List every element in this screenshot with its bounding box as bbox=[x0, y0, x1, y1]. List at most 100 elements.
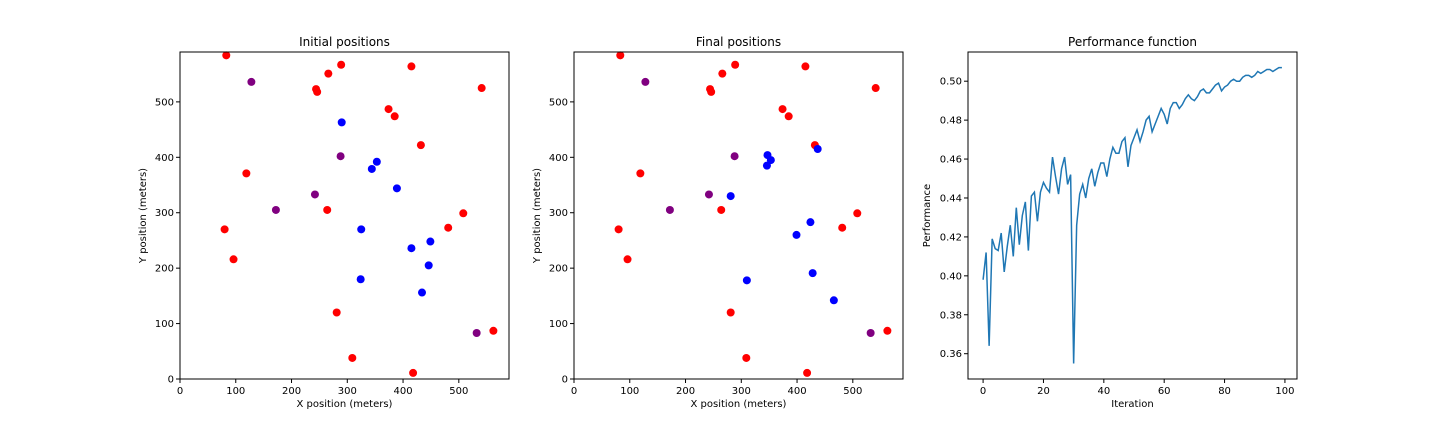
performance-y-axis-label: Performance bbox=[922, 184, 933, 247]
point-red-19 bbox=[323, 205, 332, 214]
y-tick-label: 0.36 bbox=[940, 349, 962, 360]
point-red-7 bbox=[871, 84, 880, 93]
initial-positions-x-axis-label: X position (meters) bbox=[297, 399, 393, 410]
point-red-9 bbox=[784, 112, 793, 121]
point-red-32 bbox=[883, 326, 892, 335]
point-red-4 bbox=[324, 69, 333, 78]
initial-positions-plot-frame bbox=[179, 51, 510, 380]
point-blue-29 bbox=[829, 296, 838, 305]
x-tick-label: 100 bbox=[1275, 386, 1294, 397]
y-tick-label: 500 bbox=[549, 97, 568, 108]
point-purple-31 bbox=[472, 328, 481, 337]
point-red-33 bbox=[742, 353, 751, 362]
x-tick-label: 400 bbox=[788, 386, 807, 397]
y-tick-label: 200 bbox=[549, 264, 568, 275]
y-tick-label: 0.38 bbox=[940, 310, 962, 321]
point-red-23 bbox=[444, 223, 453, 232]
point-red-21 bbox=[220, 225, 229, 234]
y-tick-label: 0.40 bbox=[940, 271, 962, 282]
initial-positions-title: Initial positions bbox=[299, 35, 390, 49]
point-blue-28 bbox=[742, 276, 751, 285]
performance-line bbox=[982, 66, 1282, 364]
performance-function-panel: 0 20 40 60 80 100 0.36 0.38 0.40 0.42 0.44 0.46 0.48… bbox=[922, 35, 1298, 410]
performance-plot-frame bbox=[967, 51, 1298, 380]
final-positions-scatter-points bbox=[614, 51, 892, 377]
x-tick-label: 200 bbox=[676, 386, 695, 397]
point-blue-18 bbox=[726, 192, 735, 201]
point-red-32 bbox=[489, 326, 498, 335]
x-tick-label: 20 bbox=[1037, 386, 1050, 397]
point-blue-25 bbox=[792, 230, 801, 239]
final-positions-plot-frame bbox=[573, 51, 904, 380]
y-tick-label: 500 bbox=[155, 97, 174, 108]
point-red-15 bbox=[242, 169, 251, 178]
point-blue-28 bbox=[356, 275, 365, 284]
point-blue-22 bbox=[357, 225, 366, 234]
point-blue-24 bbox=[426, 237, 435, 246]
initial-positions-panel: 0 100 200 300 400 500 0 100 200 300 400 500 Initial… bbox=[138, 35, 510, 410]
y-tick-label: 100 bbox=[549, 319, 568, 330]
initial-positions-scatter-points bbox=[220, 51, 498, 377]
y-tick-label: 400 bbox=[155, 153, 174, 164]
point-red-0 bbox=[616, 51, 625, 60]
performance-function-title: Performance function bbox=[1068, 35, 1197, 49]
point-red-33 bbox=[348, 353, 357, 362]
x-tick-label: 100 bbox=[226, 386, 245, 397]
point-blue-27 bbox=[424, 261, 433, 270]
point-red-30 bbox=[726, 308, 735, 317]
x-tick-label: 300 bbox=[338, 386, 357, 397]
point-red-34 bbox=[409, 368, 418, 377]
point-red-3 bbox=[313, 87, 322, 96]
point-red-8 bbox=[778, 105, 787, 114]
point-red-16 bbox=[636, 169, 645, 178]
final-positions-panel: 0 100 200 300 400 500 0 100 200 300 400 500 Final p… bbox=[532, 35, 904, 410]
x-tick-label: 300 bbox=[732, 386, 751, 397]
point-purple-19 bbox=[665, 205, 674, 214]
point-blue-22 bbox=[806, 218, 815, 227]
initial-positions-axis-ticks: 0 100 200 300 400 500 0 100 200 300 400 500 bbox=[155, 97, 468, 397]
point-red-26 bbox=[623, 255, 632, 264]
point-purple-18 bbox=[271, 205, 280, 214]
final-positions-y-axis-label: Y position (meters) bbox=[532, 168, 543, 264]
initial-positions-y-axis-label: Y position (meters) bbox=[138, 168, 149, 264]
point-red-20 bbox=[717, 205, 726, 214]
x-tick-label: 60 bbox=[1158, 386, 1171, 397]
final-positions-title: Final positions bbox=[696, 35, 781, 49]
point-blue-25 bbox=[407, 244, 416, 253]
x-tick-label: 0 bbox=[571, 386, 577, 397]
y-tick-label: 200 bbox=[155, 264, 174, 275]
point-blue-14 bbox=[766, 156, 775, 165]
point-red-7 bbox=[477, 84, 486, 93]
x-tick-label: 40 bbox=[1097, 386, 1110, 397]
point-red-9 bbox=[390, 112, 399, 121]
y-tick-label: 100 bbox=[155, 319, 174, 330]
y-tick-label: 300 bbox=[549, 208, 568, 219]
point-blue-13 bbox=[372, 157, 381, 166]
point-red-21 bbox=[853, 209, 862, 218]
y-tick-label: 0.42 bbox=[940, 232, 962, 243]
point-purple-17 bbox=[310, 190, 319, 199]
point-red-5 bbox=[731, 60, 740, 69]
y-tick-label: 0.44 bbox=[940, 193, 962, 204]
point-blue-16 bbox=[392, 184, 401, 193]
point-red-34 bbox=[803, 368, 812, 377]
x-tick-label: 0 bbox=[177, 386, 183, 397]
point-red-11 bbox=[416, 141, 425, 150]
point-purple-1 bbox=[641, 77, 650, 86]
final-positions-axis-ticks: 0 100 200 300 400 500 0 100 200 300 400 500 bbox=[549, 97, 862, 397]
point-purple-12 bbox=[336, 152, 345, 161]
x-tick-label: 400 bbox=[394, 386, 413, 397]
point-red-24 bbox=[838, 223, 847, 232]
y-tick-label: 0.48 bbox=[940, 116, 962, 127]
y-tick-label: 0.50 bbox=[940, 77, 962, 88]
point-blue-14 bbox=[367, 164, 376, 173]
y-tick-label: 0 bbox=[168, 375, 174, 386]
performance-x-axis-label: Iteration bbox=[1111, 399, 1153, 410]
final-positions-x-axis-label: X position (meters) bbox=[691, 399, 787, 410]
x-tick-label: 200 bbox=[282, 386, 301, 397]
point-purple-1 bbox=[247, 77, 256, 86]
x-tick-label: 500 bbox=[843, 386, 862, 397]
point-blue-27 bbox=[808, 269, 817, 278]
performance-line-series bbox=[982, 66, 1282, 364]
